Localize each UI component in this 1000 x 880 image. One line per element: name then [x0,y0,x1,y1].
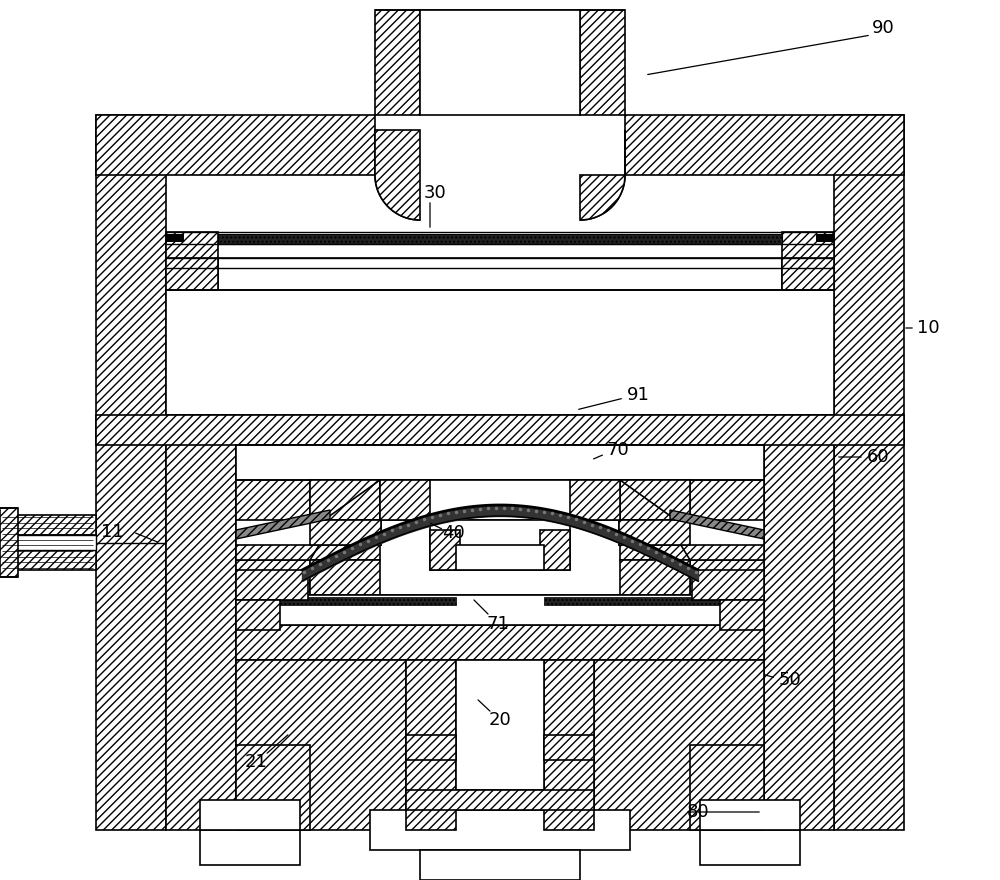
Polygon shape [692,570,764,600]
Polygon shape [620,480,690,530]
Bar [430,520,570,570]
Text: 60: 60 [867,448,889,466]
Polygon shape [834,115,904,830]
Polygon shape [375,10,420,115]
Polygon shape [406,790,594,810]
Bar [420,10,580,115]
Bar [218,234,782,244]
Polygon shape [620,445,764,560]
Text: 20: 20 [489,711,511,729]
Text: 10: 10 [917,319,939,337]
Polygon shape [544,735,594,760]
Polygon shape [620,560,690,630]
Bar [218,258,782,413]
Bar [236,445,764,480]
Text: 40: 40 [442,524,464,542]
Polygon shape [625,115,904,175]
Polygon shape [375,130,420,220]
Polygon shape [380,480,430,520]
Text: 50: 50 [779,671,801,689]
Polygon shape [236,445,380,560]
Polygon shape [166,415,236,830]
Polygon shape [0,508,18,577]
Bar [700,800,800,830]
Text: 91: 91 [627,386,649,404]
Polygon shape [619,520,690,545]
Text: 80: 80 [687,803,709,821]
Bar [236,597,456,605]
Polygon shape [236,660,406,830]
Polygon shape [594,660,764,830]
Polygon shape [96,415,904,445]
Polygon shape [670,510,764,539]
Polygon shape [540,530,570,570]
Polygon shape [580,10,625,115]
Polygon shape [310,560,380,630]
Polygon shape [580,130,625,220]
Polygon shape [166,232,218,258]
Text: 71: 71 [487,615,509,633]
Polygon shape [236,510,330,539]
Polygon shape [166,258,218,290]
Bar [380,480,620,520]
Bar [166,290,834,415]
Polygon shape [690,745,764,830]
Polygon shape [430,530,460,570]
Bar [166,234,184,242]
Polygon shape [310,480,380,530]
Polygon shape [236,600,280,630]
Polygon shape [690,560,764,640]
Polygon shape [0,515,96,535]
Bar [619,520,764,545]
Polygon shape [236,745,310,830]
Polygon shape [96,115,375,175]
Polygon shape [236,560,310,640]
Polygon shape [310,520,381,545]
Bar [236,520,381,545]
Text: 11: 11 [101,523,123,541]
Text: 30: 30 [424,184,446,202]
Text: 70: 70 [607,441,629,459]
Polygon shape [0,550,96,570]
Bar [370,810,630,850]
Polygon shape [406,735,456,760]
Bar [0,535,96,550]
Polygon shape [570,480,620,520]
Polygon shape [236,445,380,560]
Polygon shape [236,625,764,660]
Polygon shape [764,415,834,830]
Bar [200,800,300,830]
Text: 21: 21 [245,753,267,771]
Bar [456,545,544,570]
Polygon shape [720,600,764,630]
Bar [420,850,580,880]
Bar [816,234,834,242]
Polygon shape [96,115,166,830]
Polygon shape [620,480,690,520]
Bar [200,830,300,865]
Bar [236,595,764,625]
Polygon shape [236,570,308,600]
Bar [700,830,800,865]
Polygon shape [782,232,834,258]
Polygon shape [544,660,594,830]
Polygon shape [620,445,764,560]
Polygon shape [310,480,380,520]
Text: 90: 90 [872,19,894,37]
Bar [544,597,764,605]
Polygon shape [406,660,456,830]
Polygon shape [782,258,834,290]
Bar [456,660,544,790]
